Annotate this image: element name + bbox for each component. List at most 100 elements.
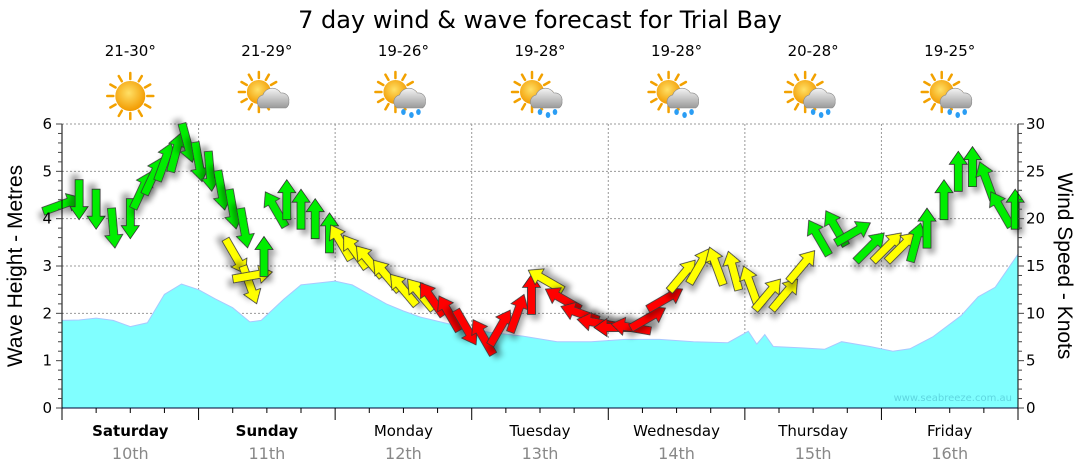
sun-ray: [947, 73, 953, 82]
rain-drop: [545, 112, 551, 118]
cloud: [393, 87, 426, 109]
day-temp-range: 19-26°: [378, 42, 429, 60]
day-name: Tuesday: [508, 422, 570, 440]
rain-drop: [818, 112, 824, 118]
wind-arrows: [41, 122, 1025, 357]
sun-ray: [657, 102, 663, 111]
day-date: 15th: [795, 444, 832, 463]
sun-ray: [240, 80, 248, 87]
y-axis-left-label: Wave Height - Metres: [4, 165, 27, 367]
cloud: [666, 87, 699, 109]
day-temp-range: 19-28°: [514, 42, 565, 60]
day-name: Monday: [374, 422, 433, 440]
cloud: [257, 87, 290, 109]
y-tick-label-right: 25: [1026, 162, 1045, 180]
day-date: 14th: [658, 444, 695, 463]
cloud: [939, 87, 973, 109]
y-tick-label-left: 6: [42, 115, 52, 133]
sun-ray: [542, 80, 551, 87]
day-date: 16th: [931, 444, 968, 463]
sun-ray: [923, 97, 931, 104]
day-headers: 21-30° Saturday 10th 21-29° Sunday 11th 19-26°…: [92, 42, 975, 463]
sun-ray: [247, 102, 254, 111]
cloud: [530, 87, 563, 109]
sun-ray: [679, 80, 688, 87]
sun-ray: [264, 73, 271, 82]
y-tick-label-left: 3: [42, 257, 52, 275]
sun-ray: [109, 103, 117, 109]
sun-ray: [406, 80, 414, 87]
sun-ray: [143, 83, 152, 89]
y-tick-label-right: 20: [1026, 210, 1045, 228]
sun-ray: [520, 73, 527, 82]
day-date: 11th: [248, 444, 285, 463]
wind-arrow: [221, 236, 248, 275]
sun-cloud-icon: [237, 70, 290, 114]
sun-ray: [793, 73, 800, 82]
sun-ray: [513, 97, 522, 104]
sun-ray: [137, 109, 144, 118]
rain-drop: [401, 109, 406, 115]
y-tick-label-right: 15: [1026, 257, 1045, 275]
rain-drop: [962, 109, 968, 115]
wind-arrow: [722, 250, 744, 292]
wind-arrow: [104, 207, 124, 249]
sun-ray: [109, 83, 117, 89]
sun-disc: [115, 81, 146, 111]
wind-arrow: [390, 273, 420, 309]
sun-ray: [786, 80, 795, 87]
wind-arrow: [120, 198, 141, 240]
wind-arrow: [685, 248, 712, 286]
wind-arrow: [934, 178, 954, 221]
cloud: [803, 87, 836, 109]
wind-arrow: [962, 145, 983, 188]
sun-ray: [247, 73, 254, 82]
sun-ray: [117, 74, 124, 83]
sun-ray: [401, 73, 407, 82]
wind-arrow: [86, 188, 106, 230]
rain-drop: [689, 109, 694, 115]
sun-ray: [650, 97, 658, 104]
wind-arrow: [807, 219, 833, 258]
day-date: 10th: [112, 444, 149, 463]
sun-ray: [537, 73, 544, 82]
day-name: Saturday: [92, 422, 169, 440]
sun-cloud-rain-icon: [783, 70, 836, 118]
y-tick-label-left: 4: [42, 210, 52, 228]
sun-ray: [384, 102, 390, 111]
day-temp-range: 20-28°: [788, 42, 839, 60]
wind-arrow: [69, 179, 89, 221]
rain-drop: [682, 112, 687, 118]
sun-icon: [106, 71, 155, 121]
sun-ray: [810, 73, 817, 82]
sun-ray: [923, 80, 931, 87]
day-temp-range: 19-25°: [924, 42, 975, 60]
sun-ray: [143, 103, 152, 109]
y-tick-label-right: 30: [1026, 115, 1045, 133]
wind-arrow: [833, 221, 871, 247]
y-axis-right-label: Wind Speed - Knots: [1053, 173, 1076, 360]
wind-arrow: [437, 295, 464, 334]
day-date: 12th: [385, 444, 422, 463]
wind-arrow: [785, 250, 816, 285]
wind-arrow: [948, 150, 969, 192]
y-tick-label-right: 10: [1026, 304, 1045, 322]
sun-ray: [384, 73, 390, 82]
y-tick-label-left: 5: [42, 162, 52, 180]
rain-drop: [674, 109, 679, 115]
rain-drop: [416, 109, 421, 115]
day-temp-range: 21-30°: [105, 42, 156, 60]
sun-cloud-rain-icon: [510, 70, 563, 118]
day-temp-range: 21-29°: [241, 42, 292, 60]
wind-arrow: [527, 268, 566, 295]
sun-cloud-rain-icon: [374, 70, 426, 118]
wind-arrow: [645, 287, 684, 314]
wind-arrow: [704, 246, 728, 287]
wind-arrow: [751, 278, 781, 313]
wind-arrow: [291, 188, 311, 230]
sun-ray: [952, 80, 961, 87]
sun-ray: [816, 80, 824, 87]
wind-arrow: [277, 178, 297, 221]
sun-ray: [269, 80, 278, 87]
